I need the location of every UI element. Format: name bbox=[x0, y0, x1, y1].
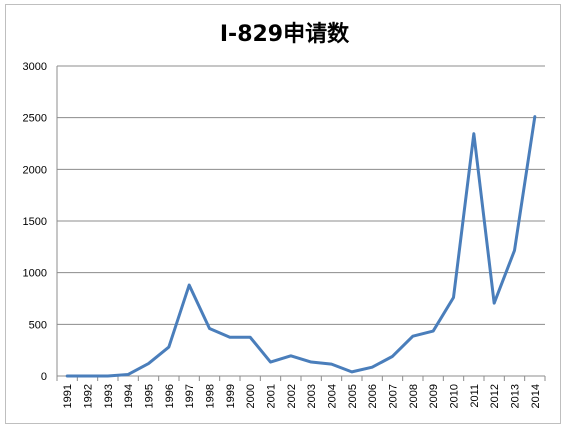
x-tick-label: 2012 bbox=[489, 384, 501, 408]
x-tick-label: 2002 bbox=[286, 384, 298, 408]
chart-title: I-829申请数 bbox=[219, 22, 350, 47]
x-tick-label: 2000 bbox=[245, 384, 257, 408]
x-tick-label: 2005 bbox=[347, 384, 359, 408]
x-tick-label: 2011 bbox=[469, 384, 481, 408]
x-tick-label: 2007 bbox=[388, 384, 400, 408]
x-tick-label: 2006 bbox=[367, 384, 379, 408]
x-tick-label: 2009 bbox=[428, 384, 440, 408]
chart-frame bbox=[5, 4, 561, 424]
x-tick-label: 1999 bbox=[225, 384, 237, 408]
x-tick-label: 1994 bbox=[123, 384, 135, 408]
y-tick-label: 3000 bbox=[23, 61, 47, 73]
axes bbox=[56, 66, 546, 381]
x-tick-label: 1993 bbox=[103, 384, 115, 408]
series-line bbox=[65, 115, 537, 378]
x-tick-label: 2013 bbox=[510, 384, 522, 408]
x-tick-label: 2008 bbox=[408, 384, 420, 408]
y-tick-label: 0 bbox=[41, 371, 47, 383]
x-tick-label: 1995 bbox=[144, 384, 156, 408]
x-tick-label: 1992 bbox=[83, 384, 95, 408]
x-tick-label: 2003 bbox=[306, 384, 318, 408]
x-axis-ticks: 1991 1992 1993 1994 1995 1996 1997 1998 1999 2000… bbox=[62, 384, 542, 408]
y-tick-label: 2500 bbox=[23, 113, 47, 125]
x-tick-label: 2004 bbox=[327, 384, 339, 408]
x-tick-label: 2010 bbox=[449, 384, 461, 408]
y-tick-label: 1000 bbox=[23, 268, 47, 280]
x-tick-label: 2001 bbox=[266, 384, 278, 408]
x-tick-label: 2014 bbox=[530, 384, 542, 408]
y-axis-ticks: 0 500 1000 1500 2000 2500 3000 bbox=[23, 61, 47, 383]
x-tick-label: 1996 bbox=[164, 384, 176, 408]
y-tick-label: 500 bbox=[29, 319, 47, 331]
x-tick-label: 1997 bbox=[184, 384, 196, 408]
x-tick-label: 1991 bbox=[62, 384, 74, 408]
x-tick-label: 1998 bbox=[205, 384, 217, 408]
y-tick-label: 1500 bbox=[23, 216, 47, 228]
series-layer bbox=[65, 115, 537, 378]
y-tick-label: 2000 bbox=[23, 164, 47, 176]
gridlines bbox=[57, 65, 545, 377]
